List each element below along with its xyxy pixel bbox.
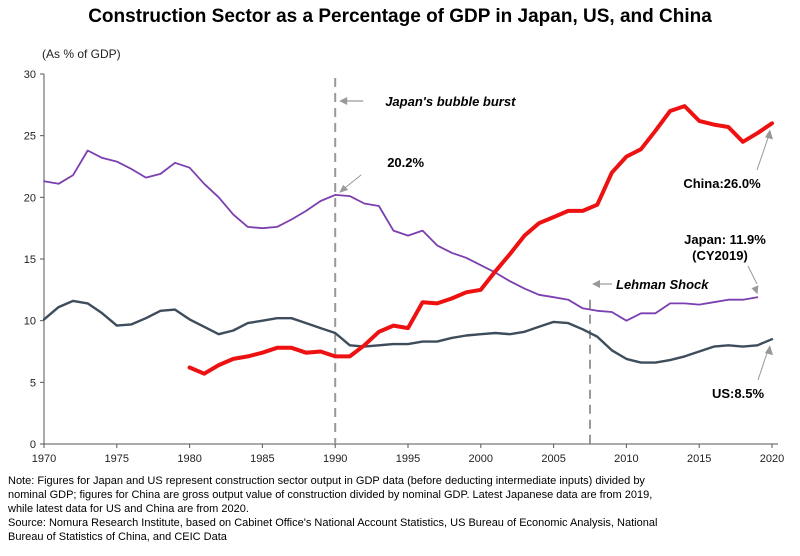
line-chart: (As % of GDP) 0 5 10 15 20 25 30 1970 1975 1980 19… [24, 47, 784, 465]
x-tick-label: 2020 [760, 453, 784, 465]
x-tick-label: 2005 [541, 453, 565, 465]
y-tick-label: 20 [24, 192, 36, 204]
annotation-arrow [756, 137, 769, 171]
x-tick-label: 1995 [396, 453, 420, 465]
series-lines [42, 104, 774, 376]
chart-title: Construction Sector as a Percentage of G… [88, 6, 712, 27]
annotation-arrow [747, 265, 758, 285]
source-line: Bureau of Statistics of China, and CEIC … [8, 531, 227, 543]
note-line: nominal GDP; figures for China are gross… [8, 489, 653, 501]
annotation-japan-year: (CY2019) [692, 248, 748, 263]
annotation-arrowhead [765, 345, 773, 356]
y-tick-label: 10 [24, 316, 36, 328]
chart-note: Note: Figures for Japan and US represent… [8, 474, 792, 544]
x-tick-label: 2000 [469, 453, 493, 465]
y-tick-label: 0 [30, 439, 36, 451]
series-line-us [42, 299, 774, 364]
event-label-bubble: Japan's bubble burst [385, 94, 516, 109]
event-markers: Japan's bubble burst Lehman Shock [334, 78, 709, 444]
x-tick-label: 1985 [250, 453, 274, 465]
x-tick-label: 1975 [105, 453, 129, 465]
y-tick-label: 25 [24, 131, 36, 143]
source-line: Source: Nomura Research Institute, based… [8, 517, 658, 529]
note-line: Note: Figures for Japan and US represent… [8, 475, 645, 487]
note-line: while latest data for US and China are f… [8, 503, 249, 515]
annotation-arrowhead [339, 184, 349, 193]
y-axis-label: (As % of GDP) [42, 47, 121, 61]
y-tick-label: 15 [24, 254, 36, 266]
y-tick-label: 5 [30, 377, 36, 389]
event-arrowhead [339, 97, 348, 105]
x-tick-label: 2010 [614, 453, 638, 465]
annotation-arrowhead [751, 285, 759, 295]
annotation-japan-peak: 20.2% [387, 155, 424, 170]
annotation-arrow [757, 349, 769, 381]
x-tick-label: 1970 [32, 453, 56, 465]
x-tick-label: 1980 [177, 453, 201, 465]
annotation-china-end: China:26.0% [683, 176, 761, 191]
series-line-japan [43, 149, 759, 322]
event-arrowhead [592, 280, 600, 288]
event-label-lehman: Lehman Shock [616, 277, 709, 292]
x-tick-label: 2015 [687, 453, 711, 465]
y-tick-label: 30 [24, 69, 36, 81]
annotation-arrowhead [765, 129, 773, 140]
x-tick-label: 1990 [323, 453, 347, 465]
series-line-china [187, 104, 774, 376]
annotation-japan-end: Japan: 11.9% [684, 232, 766, 247]
axes: 0 5 10 15 20 25 30 1970 1975 1980 1985 1990 1995 2000… [24, 69, 784, 465]
annotations: 20.2% Japan: 11.9%(CY2019) China:26.0% US:8… [339, 129, 773, 401]
annotation-us-end: US:8.5% [712, 386, 764, 401]
